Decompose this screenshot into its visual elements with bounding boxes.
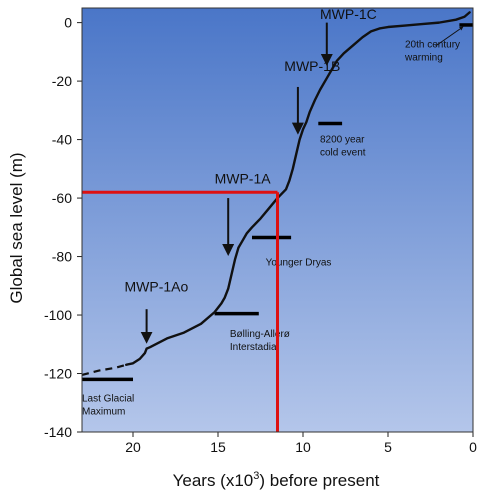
x-tick-label: 20 [125, 439, 141, 455]
x-tick-label: 10 [295, 439, 311, 455]
x-tick-label: 15 [210, 439, 226, 455]
y-tick-label: -100 [44, 307, 72, 323]
y-tick-label: -20 [52, 73, 72, 89]
event-label: 20th century warming [404, 39, 460, 63]
sea-level-curve-dashed [81, 363, 127, 377]
y-tick-label: -80 [52, 249, 72, 265]
event-label: Last Glacial Maximum [82, 393, 134, 417]
y-tick-label: -140 [44, 424, 72, 440]
warming-pointer [435, 26, 464, 47]
y-tick-label: -60 [52, 190, 72, 206]
y-tick-label: 0 [64, 15, 72, 31]
plot-frame [81, 7, 474, 433]
event-label: Younger Dryas [266, 257, 332, 268]
sea-level-curve [124, 11, 471, 366]
mwp-label: MWP-1B [284, 58, 340, 74]
mwp-label: MWP-1C [320, 6, 377, 22]
x-tick-label: 0 [469, 439, 477, 455]
x-axis-title: Years (x103) before present [173, 470, 380, 490]
y-axis-title: Global sea level (m) [7, 152, 26, 303]
y-tick-label: -40 [52, 132, 72, 148]
event-label: Bølling-Allerø Interstadial [230, 329, 290, 353]
mwp-label: MWP-1Ao [125, 279, 189, 295]
y-tick-label: -120 [44, 366, 72, 382]
mwp-label: MWP-1A [215, 170, 272, 186]
x-tick-label: 5 [384, 439, 392, 455]
event-label: 8200 year cold event [320, 135, 366, 159]
